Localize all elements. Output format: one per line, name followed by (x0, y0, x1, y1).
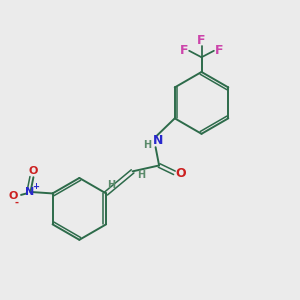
Text: -: - (15, 198, 19, 208)
Text: N: N (25, 187, 34, 197)
Text: N: N (153, 134, 163, 147)
Text: H: H (137, 170, 145, 180)
Text: F: F (197, 34, 206, 47)
Text: O: O (175, 167, 186, 180)
Text: F: F (215, 44, 224, 57)
Text: H: H (143, 140, 152, 150)
Text: O: O (9, 191, 18, 201)
Text: +: + (32, 182, 39, 191)
Text: H: H (107, 180, 116, 190)
Text: O: O (29, 166, 38, 176)
Text: F: F (180, 44, 188, 57)
